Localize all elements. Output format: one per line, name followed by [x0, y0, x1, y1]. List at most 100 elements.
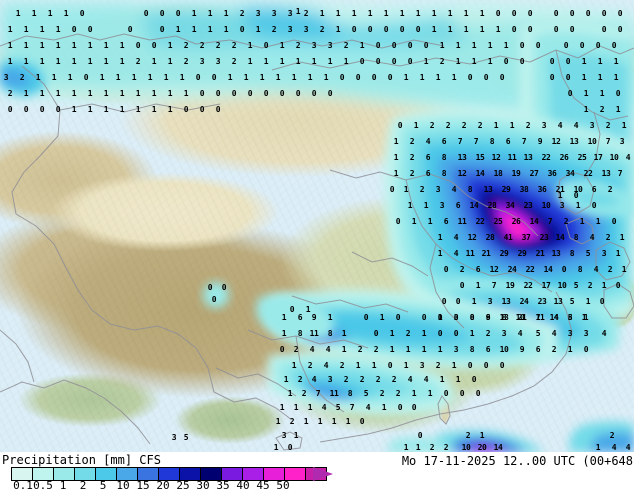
grid-value: 6 [475, 265, 481, 274]
grid-value: 29 [517, 249, 527, 258]
grid-value: 0 [459, 281, 465, 290]
grid-value: 2 [379, 389, 385, 398]
grid-value: 0 [441, 297, 447, 306]
grid-value: 10 [573, 185, 583, 194]
grid-value: 36 [547, 169, 557, 178]
grid-value: 1 [279, 57, 285, 66]
grid-value: 3 [255, 9, 261, 18]
grid-value: 14 [549, 313, 559, 322]
grid-value: 1 [319, 9, 325, 18]
grid-value: 0 [615, 281, 621, 290]
grid-value: 2 [293, 345, 299, 354]
grid-value: 1 [613, 73, 619, 82]
grid-value: 1 [293, 403, 299, 412]
grid-value: 1 [621, 121, 627, 130]
grid-value: 1 [23, 41, 29, 50]
grid-value: 1 [191, 9, 197, 18]
grid-value: 3 [287, 25, 293, 34]
grid-value: 0 [553, 25, 559, 34]
grid-value: 23 [523, 201, 533, 210]
grid-value: 0 [199, 89, 205, 98]
grid-value: 21 [517, 313, 527, 322]
grid-value: 1 [567, 345, 573, 354]
grid-value: 4 [625, 153, 631, 162]
grid-value: 12 [551, 137, 561, 146]
grid-value: 8 [577, 265, 583, 274]
colorbar[interactable] [11, 467, 327, 481]
grid-value: 22 [583, 169, 593, 178]
colorbar-wrapper[interactable] [11, 467, 327, 481]
grid-value: 2 [465, 431, 471, 440]
grid-value: 0 [279, 89, 285, 98]
grid-value: 0 [327, 89, 333, 98]
grid-value: 0 [373, 329, 379, 338]
grid-value: 0 [443, 265, 449, 274]
grid-value: 0 [391, 41, 397, 50]
grid-value: 1 [479, 431, 485, 440]
grid-value: 2 [605, 121, 611, 130]
grid-value: 8 [569, 249, 575, 258]
grid-value: 1 [55, 57, 61, 66]
grid-value: 1 [621, 265, 627, 274]
grid-value: 5 [573, 281, 579, 290]
grid-value: 0 [383, 25, 389, 34]
grid-value: 1 [619, 233, 625, 242]
grid-value: 1 [419, 73, 425, 82]
grid-value: 4 [625, 443, 631, 452]
grid-value: 1 [131, 73, 137, 82]
grid-value: 2 [303, 9, 309, 18]
grid-value: 2 [445, 121, 451, 130]
grid-value: 1 [7, 25, 13, 34]
grid-value: 9 [311, 313, 317, 322]
grid-value: 0 [221, 283, 227, 292]
grid-value: 2 [409, 137, 415, 146]
grid-value: 6 [485, 345, 491, 354]
colorbar-tick: 1 [59, 479, 67, 490]
grid-value: 1 [451, 73, 457, 82]
grid-value: 22 [523, 281, 533, 290]
colorbar-tick: 40 [236, 479, 250, 490]
grid-value: 0 [421, 313, 427, 322]
grid-value: 8 [467, 185, 473, 194]
grid-value: 2 [183, 57, 189, 66]
grid-value: 1 [99, 73, 105, 82]
grid-value: 1 [581, 73, 587, 82]
grid-value: 4 [321, 403, 327, 412]
grid-value: 1 [39, 57, 45, 66]
grid-value: 2 [409, 169, 415, 178]
grid-value: 7 [547, 217, 553, 226]
grid-value: 1 [597, 57, 603, 66]
grid-value: 1 [439, 375, 445, 384]
grid-value: 1 [379, 313, 385, 322]
grid-value: 2 [343, 41, 349, 50]
grid-value: 4 [323, 361, 329, 370]
grid-value: 1 [455, 375, 461, 384]
grid-value: 0 [527, 9, 533, 18]
grid-value: 4 [365, 403, 371, 412]
grid-value: 0 [519, 41, 525, 50]
grid-value: 23 [539, 233, 549, 242]
grid-value: 3 [487, 297, 493, 306]
grid-value: 0 [175, 9, 181, 18]
colorbar-tick: 30 [196, 479, 210, 490]
grid-value: 1 [399, 9, 405, 18]
grid-value: 1 [615, 249, 621, 258]
grid-value: 1 [167, 57, 173, 66]
grid-value: 1 [291, 361, 297, 370]
grid-value: 8 [567, 313, 573, 322]
grid-value: 1 [393, 153, 399, 162]
grid-value: 7 [457, 137, 463, 146]
grid-value: 8 [573, 233, 579, 242]
grid-value: 34 [565, 169, 575, 178]
grid-value: 1 [175, 25, 181, 34]
grid-value: 0 [211, 295, 217, 304]
grid-value: 0 [499, 361, 505, 370]
grid-value: 1 [7, 41, 13, 50]
grid-value: 24 [507, 265, 517, 274]
colorbar-tick: 35 [216, 479, 230, 490]
grid-value: 0 [615, 89, 621, 98]
grid-value: 1 [283, 375, 289, 384]
grid-value: 6 [425, 169, 431, 178]
